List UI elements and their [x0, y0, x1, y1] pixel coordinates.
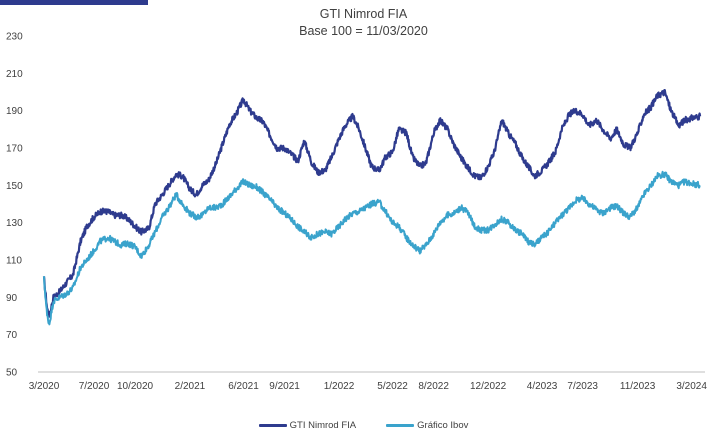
series-lines — [42, 89, 702, 326]
x-tick-label: 8/2022 — [418, 381, 449, 392]
y-tick-label: 50 — [6, 368, 18, 379]
y-tick-label: 110 — [6, 256, 22, 267]
x-tick-label: 3/2020 — [29, 381, 60, 392]
y-tick-label: 210 — [6, 69, 23, 80]
y-tick-label: 150 — [6, 181, 23, 192]
x-tick-label: 7/2020 — [79, 381, 110, 392]
x-axis: 3/2020 7/2020 10/2020 2/2021 6/2021 9/2021 1/2… — [29, 381, 708, 392]
legend-label: GTI Nimrod FIA — [289, 420, 357, 431]
legend-label: Gráfico Ibov — [417, 420, 469, 431]
x-tick-label: 12/2022 — [470, 381, 507, 392]
chart-title: GTI Nimrod FIA — [319, 7, 408, 21]
series-line-nimrod — [42, 89, 702, 318]
line-chart: 50 70 90 110 130 150 170 190 210 230 3/2020 7/2020… — [6, 32, 708, 393]
legend-item-nimrod: GTI Nimrod FIA — [258, 420, 357, 431]
y-tick-label: 70 — [6, 330, 18, 341]
y-tick-label: 190 — [6, 106, 23, 117]
x-tick-label: 2/2021 — [175, 381, 206, 392]
x-tick-label: 6/2021 — [228, 381, 259, 392]
x-tick-label: 11/2023 — [620, 381, 656, 392]
x-tick-label: 1/2022 — [324, 381, 355, 392]
header-accent-bar — [0, 0, 148, 5]
y-tick-label: 90 — [6, 293, 18, 304]
y-tick-label: 170 — [6, 144, 23, 155]
legend-item-ibov: Gráfico Ibov — [386, 420, 468, 431]
x-tick-label: 10/2020 — [117, 381, 154, 392]
y-axis: 50 70 90 110 130 150 170 190 210 230 — [6, 32, 23, 379]
x-tick-label: 4/2023 — [527, 381, 558, 392]
legend-swatch — [386, 424, 415, 427]
x-tick-label: 7/2023 — [567, 381, 598, 392]
chart-subtitle: Base 100 = 11/03/2020 — [299, 24, 428, 38]
x-tick-label: 3/2024 — [676, 381, 707, 392]
series-line-ibov — [43, 170, 701, 326]
y-tick-label: 230 — [6, 32, 23, 43]
x-tick-label: 9/2021 — [269, 381, 300, 392]
chart-legend: GTI Nimrod FIA Gráfico Ibov — [0, 420, 727, 431]
y-tick-label: 130 — [6, 218, 23, 229]
chart-titles: GTI Nimrod FIA Base 100 = 11/03/2020 — [0, 6, 727, 40]
legend-swatch — [258, 424, 287, 427]
x-tick-label: 5/2022 — [377, 381, 408, 392]
